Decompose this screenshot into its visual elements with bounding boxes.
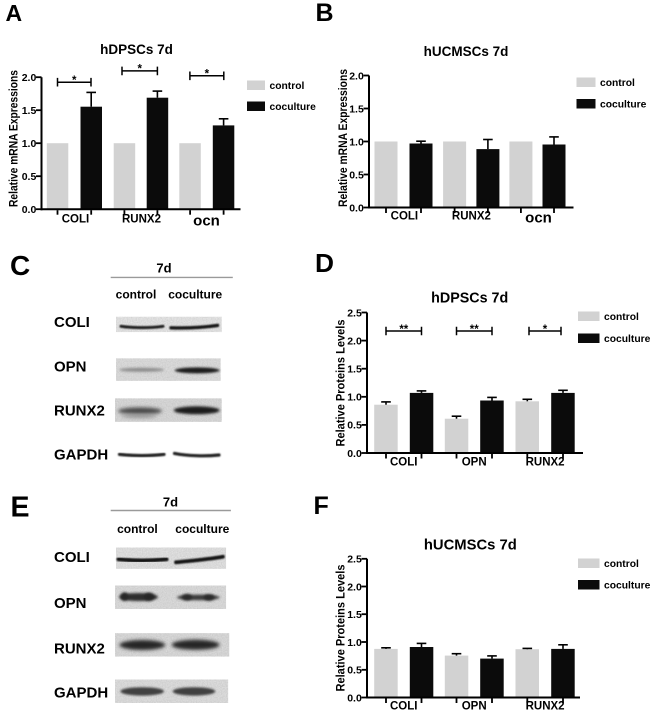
svg-text:**: ** bbox=[470, 324, 479, 336]
svg-text:Relative mRNA Expressions: Relative mRNA Expressions bbox=[9, 70, 21, 207]
svg-text:C: C bbox=[10, 250, 30, 281]
svg-text:COLI: COLI bbox=[54, 549, 90, 566]
svg-text:ocn: ocn bbox=[525, 210, 552, 227]
svg-text:0.0: 0.0 bbox=[347, 448, 362, 460]
svg-text:*: * bbox=[205, 69, 210, 81]
svg-text:RUNX2: RUNX2 bbox=[122, 214, 161, 226]
svg-text:control: control bbox=[604, 559, 639, 570]
svg-text:hUCMSCs 7d: hUCMSCs 7d bbox=[424, 44, 509, 59]
svg-text:control: control bbox=[116, 288, 157, 302]
svg-text:2.0: 2.0 bbox=[349, 70, 364, 82]
svg-text:RUNX2: RUNX2 bbox=[452, 211, 491, 223]
svg-text:COLI: COLI bbox=[390, 701, 417, 713]
svg-text:OPN: OPN bbox=[54, 359, 87, 376]
svg-text:coculture: coculture bbox=[604, 334, 651, 345]
svg-text:0.0: 0.0 bbox=[349, 202, 364, 214]
svg-text:coculture: coculture bbox=[168, 288, 222, 302]
svg-text:7d: 7d bbox=[163, 495, 178, 510]
svg-text:hDPSCs 7d: hDPSCs 7d bbox=[100, 42, 173, 57]
svg-text:1.5: 1.5 bbox=[22, 105, 37, 117]
svg-text:0.0: 0.0 bbox=[22, 204, 37, 216]
svg-text:2.0: 2.0 bbox=[347, 581, 362, 593]
svg-text:1.0: 1.0 bbox=[22, 138, 37, 150]
svg-text:RUNX2: RUNX2 bbox=[526, 701, 565, 713]
svg-text:*: * bbox=[543, 324, 548, 336]
svg-text:0.5: 0.5 bbox=[22, 171, 37, 183]
svg-text:0.0: 0.0 bbox=[347, 692, 362, 704]
svg-text:hDPSCs 7d: hDPSCs 7d bbox=[431, 291, 508, 307]
svg-text:A: A bbox=[6, 0, 23, 26]
svg-text:1.0: 1.0 bbox=[347, 392, 362, 404]
svg-text:OPN: OPN bbox=[54, 595, 87, 612]
svg-text:coculture: coculture bbox=[175, 522, 229, 536]
svg-text:B: B bbox=[316, 0, 334, 27]
svg-text:2.0: 2.0 bbox=[22, 72, 37, 84]
svg-text:0.5: 0.5 bbox=[349, 169, 364, 181]
svg-text:2.5: 2.5 bbox=[347, 554, 362, 566]
svg-text:COLI: COLI bbox=[62, 214, 89, 226]
svg-text:*: * bbox=[72, 75, 77, 87]
svg-text:RUNX2: RUNX2 bbox=[54, 641, 105, 658]
svg-text:OPN: OPN bbox=[462, 457, 487, 469]
svg-text:F: F bbox=[314, 492, 329, 520]
svg-text:control: control bbox=[600, 78, 635, 89]
svg-text:ocn: ocn bbox=[193, 213, 220, 230]
svg-text:1.5: 1.5 bbox=[349, 103, 364, 115]
svg-text:Relative Proteins Levels: Relative Proteins Levels bbox=[336, 320, 348, 447]
svg-text:control: control bbox=[270, 81, 305, 92]
svg-text:1.5: 1.5 bbox=[347, 609, 362, 621]
svg-text:0.5: 0.5 bbox=[347, 665, 362, 677]
svg-text:GAPDH: GAPDH bbox=[54, 447, 108, 464]
svg-text:coculture: coculture bbox=[604, 581, 651, 592]
svg-text:1.0: 1.0 bbox=[347, 637, 362, 649]
svg-text:RUNX2: RUNX2 bbox=[526, 457, 565, 469]
svg-text:COLI: COLI bbox=[54, 314, 90, 331]
svg-text:Relative mRNA Expressions: Relative mRNA Expressions bbox=[338, 69, 350, 207]
svg-text:coculture: coculture bbox=[600, 100, 647, 111]
svg-text:control: control bbox=[117, 522, 158, 536]
svg-text:D: D bbox=[315, 248, 334, 278]
svg-text:coculture: coculture bbox=[270, 102, 317, 113]
svg-text:GAPDH: GAPDH bbox=[54, 685, 108, 702]
svg-text:COLI: COLI bbox=[391, 211, 418, 223]
svg-text:**: ** bbox=[399, 324, 408, 336]
svg-text:1.5: 1.5 bbox=[347, 364, 362, 376]
svg-text:OPN: OPN bbox=[462, 701, 487, 713]
svg-text:2.5: 2.5 bbox=[347, 307, 362, 319]
svg-text:COLI: COLI bbox=[390, 457, 417, 469]
svg-text:7d: 7d bbox=[156, 261, 171, 276]
svg-text:hUCMSCs 7d: hUCMSCs 7d bbox=[424, 538, 517, 554]
svg-text:2.0: 2.0 bbox=[347, 335, 362, 347]
svg-text:E: E bbox=[11, 491, 30, 523]
svg-text:*: * bbox=[137, 64, 142, 76]
svg-text:Relative Proteins Levels: Relative Proteins Levels bbox=[336, 565, 348, 692]
svg-text:1.0: 1.0 bbox=[349, 136, 364, 148]
svg-text:RUNX2: RUNX2 bbox=[54, 403, 105, 420]
svg-text:0.5: 0.5 bbox=[347, 420, 362, 432]
svg-text:control: control bbox=[604, 312, 639, 323]
